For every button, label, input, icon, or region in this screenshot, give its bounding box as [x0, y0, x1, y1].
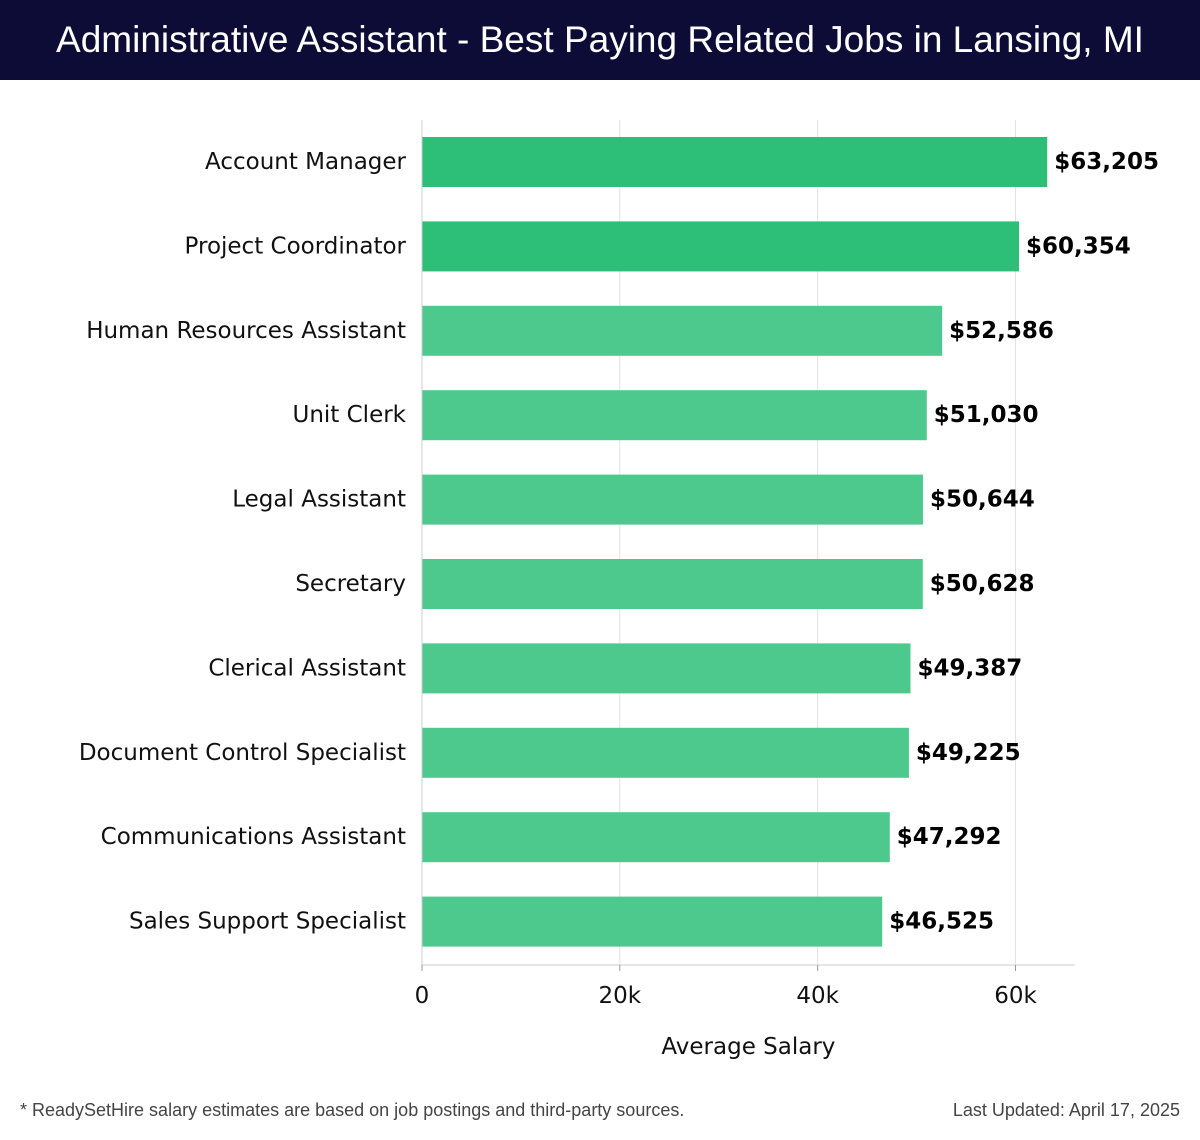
- value-label: $63,205: [1054, 149, 1159, 175]
- footer-note: * ReadySetHire salary estimates are base…: [20, 1100, 685, 1120]
- value-label: $50,644: [930, 487, 1035, 513]
- bar-7: [422, 643, 911, 694]
- bar-6: [422, 559, 923, 609]
- x-tick-label: 40k: [796, 983, 839, 1009]
- category-label: Sales Support Specialist: [129, 909, 406, 935]
- bar-2: [422, 221, 1020, 272]
- value-label: $46,525: [889, 909, 994, 935]
- salary-bar-chart: Account Manager $63,205 Project Coordinato…: [79, 120, 1159, 1060]
- bar-8: [422, 727, 909, 778]
- bar-10: [422, 896, 883, 947]
- value-label: $60,354: [1026, 233, 1131, 259]
- value-label: $47,292: [897, 824, 1002, 850]
- value-label: $49,387: [918, 655, 1023, 681]
- value-label: $49,225: [916, 740, 1021, 766]
- bar-3: [422, 305, 943, 356]
- x-tick-label: 0: [415, 983, 430, 1009]
- category-label: Legal Assistant: [232, 487, 406, 513]
- category-label: Clerical Assistant: [208, 655, 406, 681]
- category-label: Account Manager: [205, 149, 407, 175]
- value-label: $52,586: [949, 318, 1054, 344]
- bar-9: [422, 812, 890, 863]
- category-label: Human Resources Assistant: [86, 318, 406, 344]
- x-axis-title: Average Salary: [661, 1034, 835, 1060]
- x-tick-label: 60k: [994, 983, 1037, 1009]
- value-label: $50,628: [930, 571, 1035, 597]
- page-title: Administrative Assistant - Best Paying R…: [0, 0, 1200, 80]
- category-label: Communications Assistant: [101, 824, 406, 850]
- last-updated: Last Updated: April 17, 2025: [952, 1100, 1180, 1120]
- bar-4: [422, 390, 927, 441]
- bar-5: [422, 474, 923, 525]
- bar-1: [422, 137, 1048, 187]
- value-label: $51,030: [934, 402, 1039, 428]
- category-label: Project Coordinator: [185, 233, 407, 259]
- x-tick-label: 20k: [599, 983, 642, 1009]
- category-label: Document Control Specialist: [79, 740, 406, 766]
- category-label: Secretary: [295, 571, 406, 597]
- category-label: Unit Clerk: [292, 402, 406, 428]
